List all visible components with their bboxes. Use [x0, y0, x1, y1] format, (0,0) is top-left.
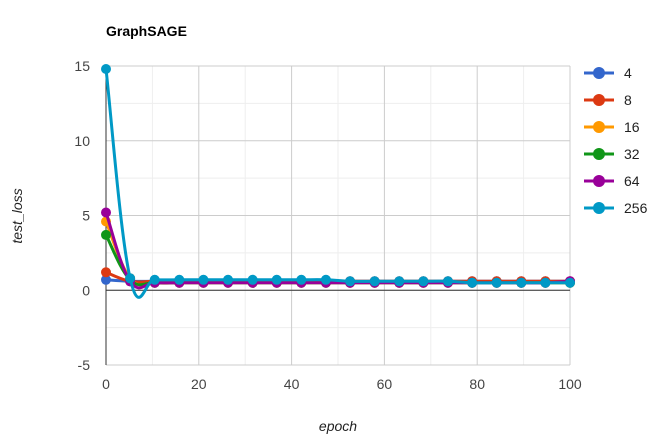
legend: 4 8 16 32 64 256	[584, 65, 648, 216]
legend-swatch-marker	[593, 175, 605, 187]
legend-swatch-marker	[593, 67, 605, 79]
data-point-256[interactable]	[418, 276, 429, 287]
legend-swatch-marker	[593, 121, 605, 133]
data-point-256[interactable]	[125, 273, 136, 284]
data-point-256[interactable]	[320, 274, 331, 285]
data-point-256[interactable]	[101, 63, 111, 74]
data-point-256[interactable]	[174, 274, 185, 285]
legend-label: 8	[624, 92, 632, 108]
legend-swatch-marker	[593, 202, 605, 214]
x-tick-label: 100	[558, 376, 582, 392]
data-point-256[interactable]	[296, 274, 307, 285]
y-axis-label: test_loss	[9, 188, 25, 243]
data-point-256[interactable]	[540, 277, 551, 288]
data-point-256[interactable]	[247, 274, 258, 285]
legend-label: 256	[624, 200, 648, 216]
x-tick-label: 40	[284, 376, 300, 392]
x-tick-labels: 0 20 40 60 80 100	[102, 376, 582, 392]
data-point-256[interactable]	[345, 276, 356, 287]
data-point-256[interactable]	[198, 274, 209, 285]
y-tick-label: -5	[78, 357, 91, 373]
data-point-256[interactable]	[223, 274, 234, 285]
y-tick-label: 5	[82, 208, 90, 224]
data-point-256[interactable]	[271, 274, 282, 285]
legend-swatch-marker	[593, 94, 605, 106]
data-point-8[interactable]	[101, 267, 111, 278]
y-tick-labels: -5 0 5 10 15	[74, 58, 90, 373]
data-point-256[interactable]	[394, 276, 405, 287]
y-tick-label: 10	[74, 133, 90, 149]
legend-item-256[interactable]: 256	[584, 200, 648, 216]
legend-label: 16	[624, 119, 640, 135]
data-point-256[interactable]	[149, 274, 160, 285]
legend-label: 4	[624, 65, 632, 81]
legend-label: 32	[624, 146, 640, 162]
data-point-256[interactable]	[467, 277, 478, 288]
x-tick-label: 80	[469, 376, 485, 392]
legend-item-16[interactable]: 16	[584, 119, 640, 135]
legend-item-32[interactable]: 32	[584, 146, 640, 162]
legend-swatch-marker	[593, 148, 605, 160]
data-point-256[interactable]	[369, 276, 380, 287]
legend-item-4[interactable]: 4	[584, 65, 632, 81]
series-256	[101, 63, 575, 299]
data-point-256[interactable]	[442, 276, 453, 287]
chart-title: GraphSAGE	[106, 23, 187, 39]
series-group	[101, 63, 575, 299]
x-tick-label: 20	[191, 376, 207, 392]
legend-label: 64	[624, 173, 640, 189]
x-tick-label: 60	[377, 376, 393, 392]
legend-item-64[interactable]: 64	[584, 173, 640, 189]
data-point-64[interactable]	[101, 207, 111, 218]
data-point-4[interactable]	[101, 274, 111, 285]
legend-item-8[interactable]: 8	[584, 92, 632, 108]
grid	[105, 65, 571, 366]
data-point-256[interactable]	[491, 277, 502, 288]
x-axis-label: epoch	[319, 418, 357, 434]
x-tick-label: 0	[102, 376, 110, 392]
y-tick-label: 15	[74, 58, 90, 74]
y-tick-label: 0	[82, 282, 90, 298]
data-point-256[interactable]	[516, 277, 527, 288]
data-point-32[interactable]	[101, 229, 111, 240]
data-point-256[interactable]	[565, 277, 575, 288]
